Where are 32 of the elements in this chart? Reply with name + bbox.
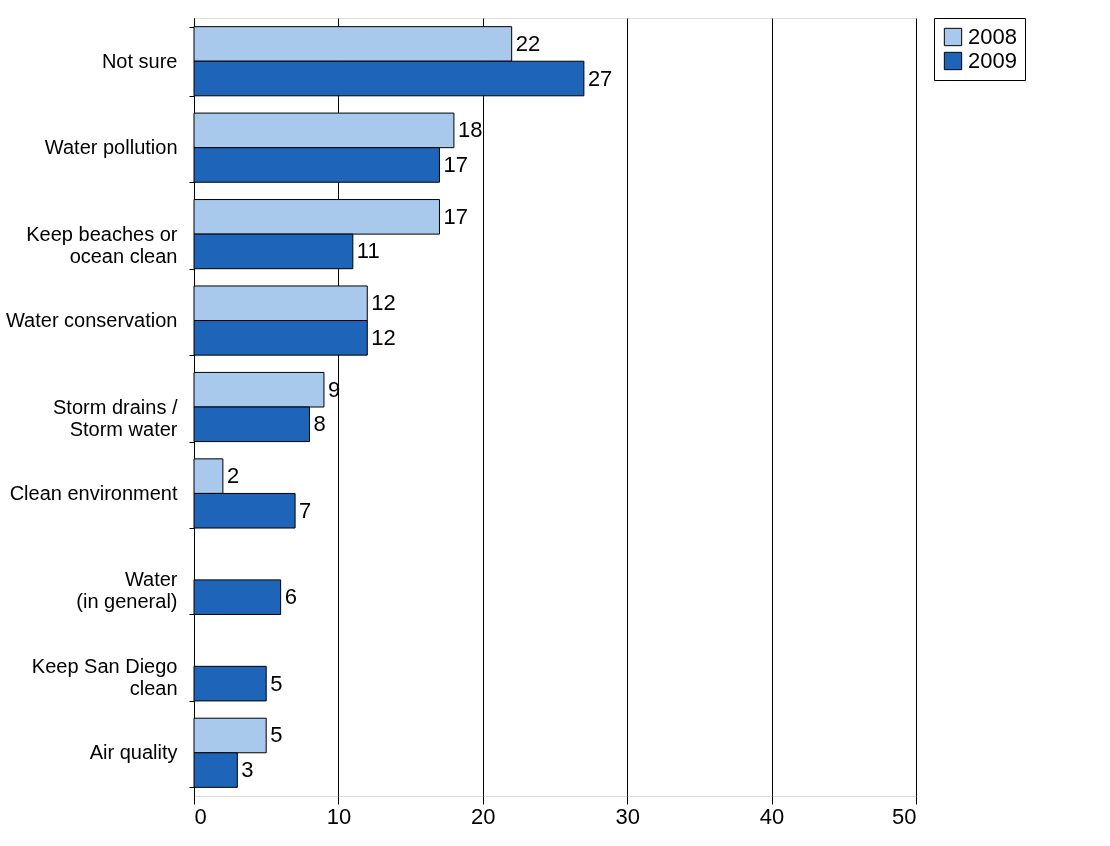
data-label: 17 [443, 151, 468, 177]
data-label: 22 [515, 30, 541, 56]
data-label: 18 [457, 117, 483, 143]
data-label: 7 [299, 497, 312, 523]
legend-label: 2008 [968, 24, 1017, 49]
data-label: 6 [284, 584, 297, 610]
data-label: 5 [270, 722, 283, 748]
data-label: 3 [241, 757, 254, 783]
legend-label: 2009 [968, 48, 1017, 73]
data-label: 2 [226, 463, 240, 489]
data-label: 5 [270, 670, 283, 696]
y-tick-label: Air quality [89, 741, 178, 764]
y-tick-label: Clean environment [9, 481, 178, 504]
data-label: 27 [587, 65, 613, 91]
y-tick-label: Not sure [101, 49, 178, 72]
y-tick-label: Storm drains / Storm water [53, 395, 178, 440]
y-tick-label: Water conservation [5, 309, 178, 332]
x-tick-label: 40 [759, 803, 785, 829]
x-tick-label: 0 [194, 803, 207, 829]
data-label: 12 [371, 324, 396, 350]
y-tick-label: Water (in general) [76, 568, 178, 613]
x-tick-label: 50 [892, 803, 917, 829]
data-label: 12 [371, 290, 396, 316]
data-label: 11 [356, 238, 380, 264]
y-tick-label: Water pollution [44, 136, 178, 159]
data-label: 8 [313, 411, 326, 437]
x-tick-label: 10 [326, 803, 352, 829]
data-label: 17 [443, 203, 468, 229]
y-tick-label: Keep beaches or ocean clean [26, 222, 178, 267]
y-tick-label: Keep San Diego clean [31, 654, 178, 699]
x-tick-label: 30 [615, 803, 640, 829]
x-tick-label: 20 [471, 803, 496, 829]
